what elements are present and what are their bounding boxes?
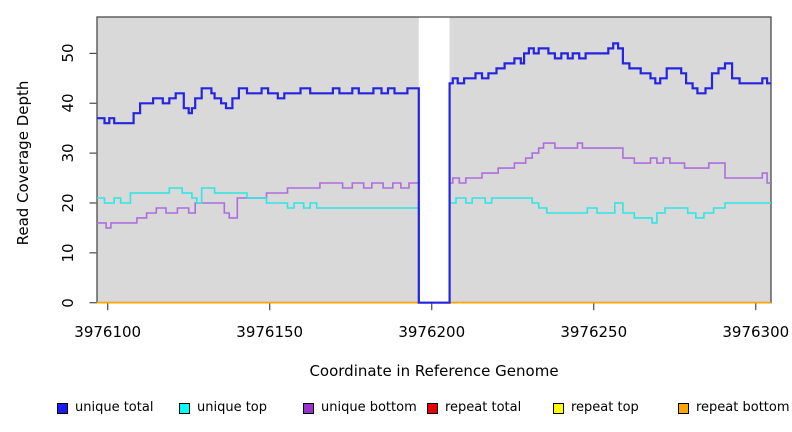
x-tick-label: 3976150 (236, 323, 304, 341)
legend-item-unique-top: unique top (179, 400, 267, 416)
y-tick-label: 40 (59, 93, 77, 113)
x-tick-label: 3976300 (722, 323, 790, 341)
legend-label: unique total (75, 400, 154, 415)
series-unique-top-line (97, 187, 771, 304)
legend-item-unique-bottom: unique bottom (303, 400, 417, 416)
legend-label: repeat total (445, 400, 522, 415)
y-tick-label: 0 (59, 297, 77, 308)
y-tick-label: 20 (59, 193, 77, 213)
legend-item-unique-total: unique total (57, 400, 153, 416)
y-tick-label: 50 (59, 43, 77, 63)
legend-swatch-unique-top-icon (179, 402, 190, 414)
legend-item-repeat-total: repeat total (427, 400, 521, 416)
legend-label: unique bottom (321, 400, 417, 415)
x-axis-title: Coordinate in Reference Genome (309, 362, 559, 380)
legend-swatch-repeat-bottom-icon (678, 402, 689, 414)
coverage-gap-band (418, 14, 450, 303)
y-tick-label: 30 (59, 143, 77, 163)
x-tick-label: 3976100 (74, 323, 142, 341)
y-tick-label: 10 (59, 243, 77, 263)
legend-item-repeat-top: repeat top (553, 400, 639, 416)
legend-label: unique top (197, 400, 268, 415)
legend-swatch-repeat-total-icon (427, 402, 438, 414)
legend-label: repeat top (571, 400, 639, 415)
legend-swatch-unique-bottom-icon (303, 402, 314, 414)
legend-swatch-unique-total-icon (57, 402, 68, 414)
x-tick-label: 3976250 (560, 323, 628, 341)
legend-label: repeat bottom (696, 400, 790, 415)
legend-item-repeat-bottom: repeat bottom (678, 400, 790, 416)
y-axis-title: Read Coverage Depth (14, 80, 32, 246)
legend-swatch-repeat-top-icon (553, 402, 564, 414)
series-unique-total-line (97, 42, 771, 304)
x-tick-label: 3976200 (398, 323, 466, 341)
